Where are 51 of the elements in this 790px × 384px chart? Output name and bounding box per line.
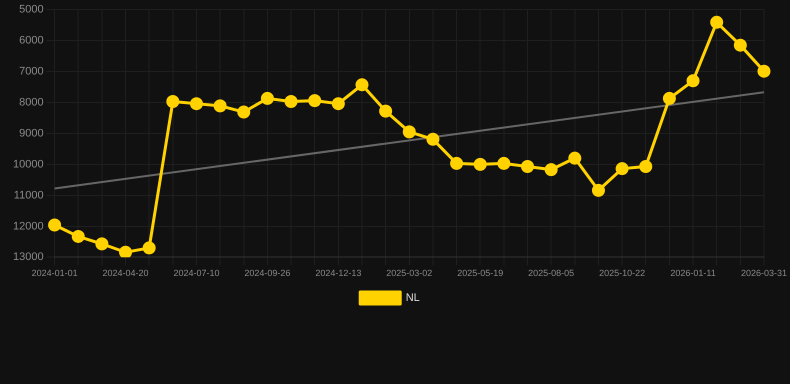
- point: [260, 92, 274, 105]
- x-tick-label: 2024-12-13: [315, 268, 362, 278]
- y-tick-label: 5000: [19, 4, 44, 16]
- point: [474, 158, 487, 171]
- point: [686, 74, 700, 88]
- point: [402, 125, 416, 138]
- point: [568, 152, 582, 165]
- point: [95, 237, 108, 250]
- point: [497, 156, 510, 170]
- point: [355, 78, 368, 92]
- point: [142, 241, 156, 254]
- point: [544, 163, 558, 176]
- x-tick-label: 2026-03-31: [740, 268, 788, 278]
- legend-label: NL: [406, 292, 420, 304]
- y-tick-label: 11000: [14, 189, 44, 202]
- point: [214, 99, 227, 112]
- y-tick-label: 12000: [12, 220, 44, 232]
- x-tick-label: 2026-01-11: [670, 268, 716, 278]
- y-tick-label: 9000: [19, 127, 44, 140]
- point: [332, 97, 345, 110]
- x-tick-label: 2025-10-22: [599, 268, 646, 278]
- x-tick-label: 2025-03-02: [386, 268, 432, 278]
- y-tick-label: 13000: [12, 251, 44, 264]
- x-tick-label: 2025-08-05: [528, 268, 574, 278]
- point: [521, 160, 534, 174]
- point: [450, 156, 464, 170]
- x-tick-label: 2024-04-20: [102, 268, 149, 278]
- y-tick-label: 10000: [12, 158, 44, 170]
- y-tick-label: 7000: [19, 66, 44, 78]
- point: [237, 106, 250, 119]
- x-tick-label: 2024-01-01: [32, 268, 78, 278]
- x-tick-label: 2024-07-10: [173, 268, 220, 278]
- point: [734, 38, 747, 52]
- point: [190, 97, 203, 110]
- x-tick-label: 2025-05-19: [457, 268, 504, 278]
- point: [166, 95, 180, 108]
- point: [592, 184, 605, 197]
- point: [379, 104, 392, 118]
- point: [757, 64, 770, 78]
- y-tick-label: 8000: [19, 96, 44, 108]
- x-tick-label: 2024-09-26: [244, 268, 290, 278]
- point: [308, 94, 322, 108]
- point: [639, 160, 652, 174]
- point: [426, 132, 440, 146]
- point: [72, 230, 85, 243]
- point: [710, 16, 724, 29]
- point: [119, 246, 132, 258]
- point: [616, 162, 629, 176]
- point: [284, 95, 298, 108]
- point: [662, 92, 676, 105]
- y-tick-label: 6000: [19, 34, 44, 47]
